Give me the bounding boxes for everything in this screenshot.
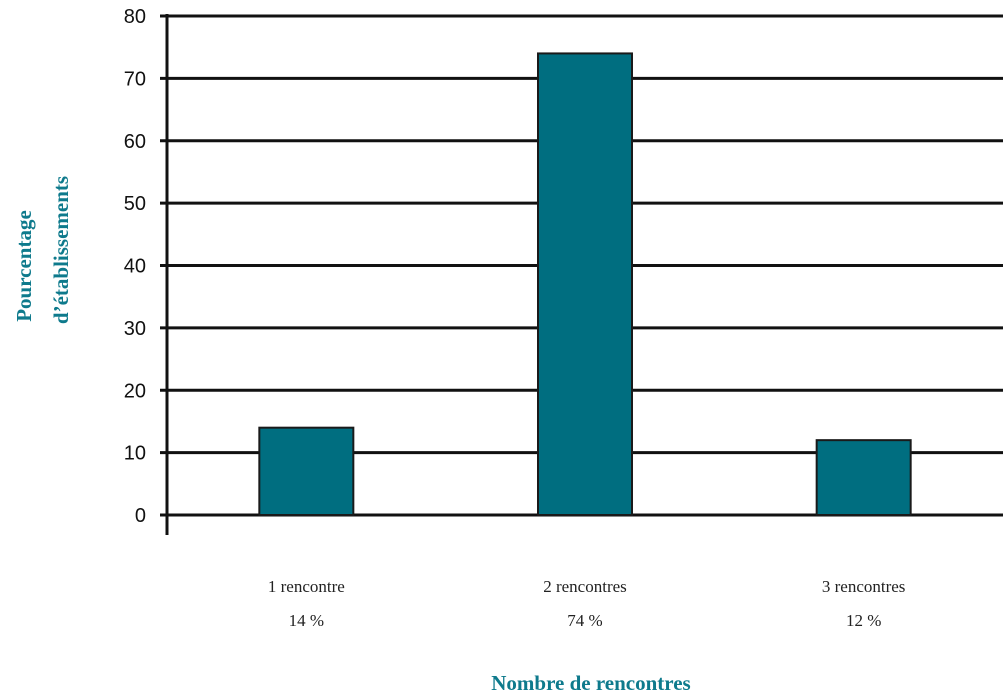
- bar-value-label: 74 %: [567, 611, 602, 630]
- x-category-labels: 1 rencontre 14 % 2 rencontres 74 % 3 rencont…: [268, 577, 906, 630]
- y-tick-label: 50: [124, 193, 146, 215]
- y-axis-title-line-1: Pourcentage: [12, 210, 36, 322]
- x-category-label: 2 rencontres: [543, 577, 627, 596]
- x-category-label: 1 rencontre: [268, 577, 345, 596]
- y-axis-title-line-2: d’établissements: [49, 176, 73, 324]
- y-tick-label: 10: [124, 443, 146, 465]
- y-tick-labels: 0 10 20 30 40 50 60 70 80: [124, 6, 146, 527]
- y-tick-label: 0: [135, 505, 146, 527]
- x-category-label: 3 rencontres: [822, 577, 906, 596]
- bar-2: [537, 52, 633, 517]
- y-tick-label: 30: [124, 318, 146, 340]
- x-axis-title: Nombre de rencontres: [491, 671, 690, 695]
- y-tick-label: 20: [124, 380, 146, 402]
- bar-3: [815, 439, 912, 516]
- bars: [258, 52, 912, 517]
- y-tick-label: 40: [124, 256, 146, 278]
- y-tick-label: 80: [124, 6, 146, 28]
- bar-1: [258, 426, 355, 516]
- bar-value-label: 14 %: [289, 611, 324, 630]
- bar-value-label: 12 %: [846, 611, 881, 630]
- y-tick-label: 60: [124, 131, 146, 153]
- y-tick-label: 70: [124, 68, 146, 90]
